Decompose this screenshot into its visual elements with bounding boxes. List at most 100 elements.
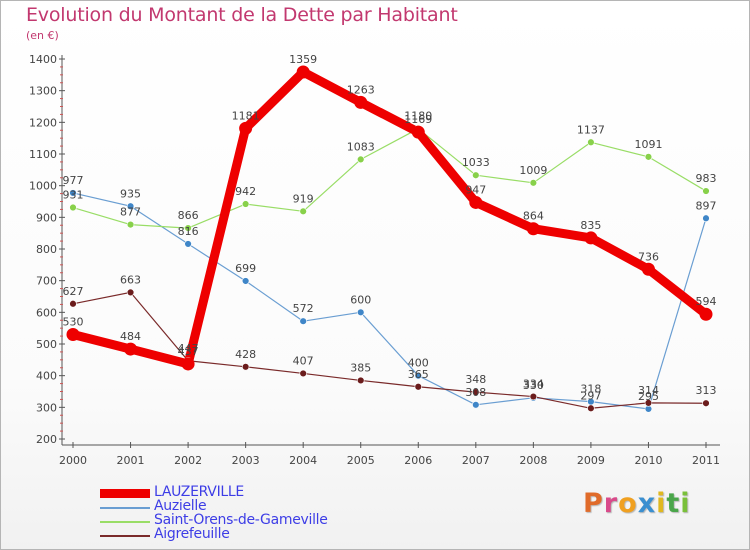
data-point	[296, 65, 310, 79]
data-point	[299, 207, 307, 216]
x-tick-label: 2003	[232, 454, 260, 467]
data-label: 627	[63, 285, 84, 298]
data-label: 699	[235, 262, 256, 275]
data-point	[357, 308, 365, 317]
legend-label: Auzielle	[154, 498, 207, 514]
y-tick-label: 1000	[29, 180, 57, 193]
series-line-aigrefeuille	[72, 291, 707, 409]
data-point	[411, 125, 425, 139]
data-label: 1091	[634, 138, 662, 151]
x-tick-label: 2006	[404, 454, 432, 467]
data-label: 983	[696, 172, 717, 185]
data-point	[184, 224, 192, 232]
data-point	[69, 203, 77, 212]
data-label: 1083	[347, 140, 375, 153]
data-label: 295	[638, 390, 659, 403]
x-tick-label: 2004	[289, 454, 317, 467]
proxiti-logo: Proxiti	[583, 488, 691, 519]
data-label: 947	[465, 183, 486, 196]
data-point	[414, 383, 422, 391]
data-label: 1009	[519, 164, 547, 177]
data-point	[124, 342, 138, 356]
logo-letter: x	[637, 488, 657, 519]
data-point	[641, 262, 655, 276]
data-point	[702, 214, 710, 222]
data-label: 897	[696, 199, 717, 212]
data-label: 736	[638, 250, 659, 263]
logo-letter: P	[583, 488, 604, 519]
data-point	[644, 153, 653, 161]
x-tick-label: 2001	[117, 454, 145, 467]
data-label: 919	[293, 192, 314, 205]
data-label: 1181	[232, 109, 260, 122]
x-tick-label: 2002	[174, 454, 202, 467]
data-point	[472, 401, 480, 409]
data-point	[66, 328, 80, 341]
logo-letter: i	[680, 488, 691, 519]
logo-letter: t	[666, 488, 681, 519]
data-label: 334	[523, 378, 544, 391]
x-tick-label: 2000	[59, 454, 87, 467]
data-label: 835	[580, 219, 601, 232]
series-line-saint-orens-de-gameville	[72, 128, 707, 229]
data-point	[587, 138, 595, 146]
data-label: 866	[178, 209, 199, 222]
data-label: 877	[120, 206, 141, 219]
y-tick-label: 900	[36, 211, 57, 224]
x-tick-label: 2011	[692, 454, 720, 467]
x-tick-label: 2008	[519, 454, 547, 467]
data-point	[469, 195, 483, 209]
data-label: 600	[350, 293, 371, 306]
data-label: 308	[465, 386, 486, 399]
data-label: 942	[235, 185, 256, 198]
data-point	[299, 369, 307, 378]
y-tick-label: 1300	[29, 85, 57, 98]
data-point	[181, 357, 195, 371]
legend-swatch	[100, 535, 150, 537]
series-line-lauzerville	[68, 67, 711, 369]
data-label: 977	[63, 174, 84, 187]
data-point	[184, 240, 192, 248]
data-label: 348	[465, 373, 486, 386]
data-point	[299, 317, 307, 325]
data-label: 428	[235, 348, 256, 361]
data-label: 385	[350, 361, 371, 374]
y-tick-label: 400	[36, 370, 57, 383]
x-tick-label: 2009	[577, 454, 605, 467]
data-point	[357, 155, 365, 164]
data-point	[472, 388, 480, 396]
y-tick-label: 500	[36, 338, 57, 351]
data-point	[699, 307, 713, 321]
data-label: 935	[120, 187, 141, 200]
data-point	[69, 189, 77, 197]
data-label: 365	[408, 368, 429, 381]
logo-letter: r	[603, 488, 619, 519]
series-line-auzielle	[72, 192, 707, 410]
data-label: 437	[178, 345, 199, 358]
data-point	[126, 220, 135, 229]
x-tick-label: 2010	[634, 454, 662, 467]
data-point	[126, 202, 135, 210]
y-tick-label: 300	[36, 401, 57, 414]
logo-letter: o	[618, 488, 638, 519]
chart-title: Evolution du Montant de la Dette par Hab…	[26, 4, 458, 26]
data-label: 313	[696, 384, 717, 397]
data-label: 297	[580, 389, 601, 402]
data-point	[529, 179, 538, 187]
x-tick-label: 2007	[462, 454, 490, 467]
data-point	[241, 363, 250, 371]
data-label: 1137	[577, 123, 605, 136]
y-tick-label: 1200	[29, 116, 57, 129]
data-label: 330	[523, 379, 544, 392]
data-point	[126, 288, 135, 297]
data-label: 447	[178, 342, 199, 355]
x-tick-label: 2005	[347, 454, 375, 467]
data-label: 864	[523, 210, 544, 223]
data-point	[414, 371, 422, 380]
data-point	[702, 399, 710, 407]
y-tick-label: 1400	[29, 53, 57, 66]
data-point	[241, 200, 250, 208]
legend-label: LAUZERVILLE	[154, 484, 244, 500]
